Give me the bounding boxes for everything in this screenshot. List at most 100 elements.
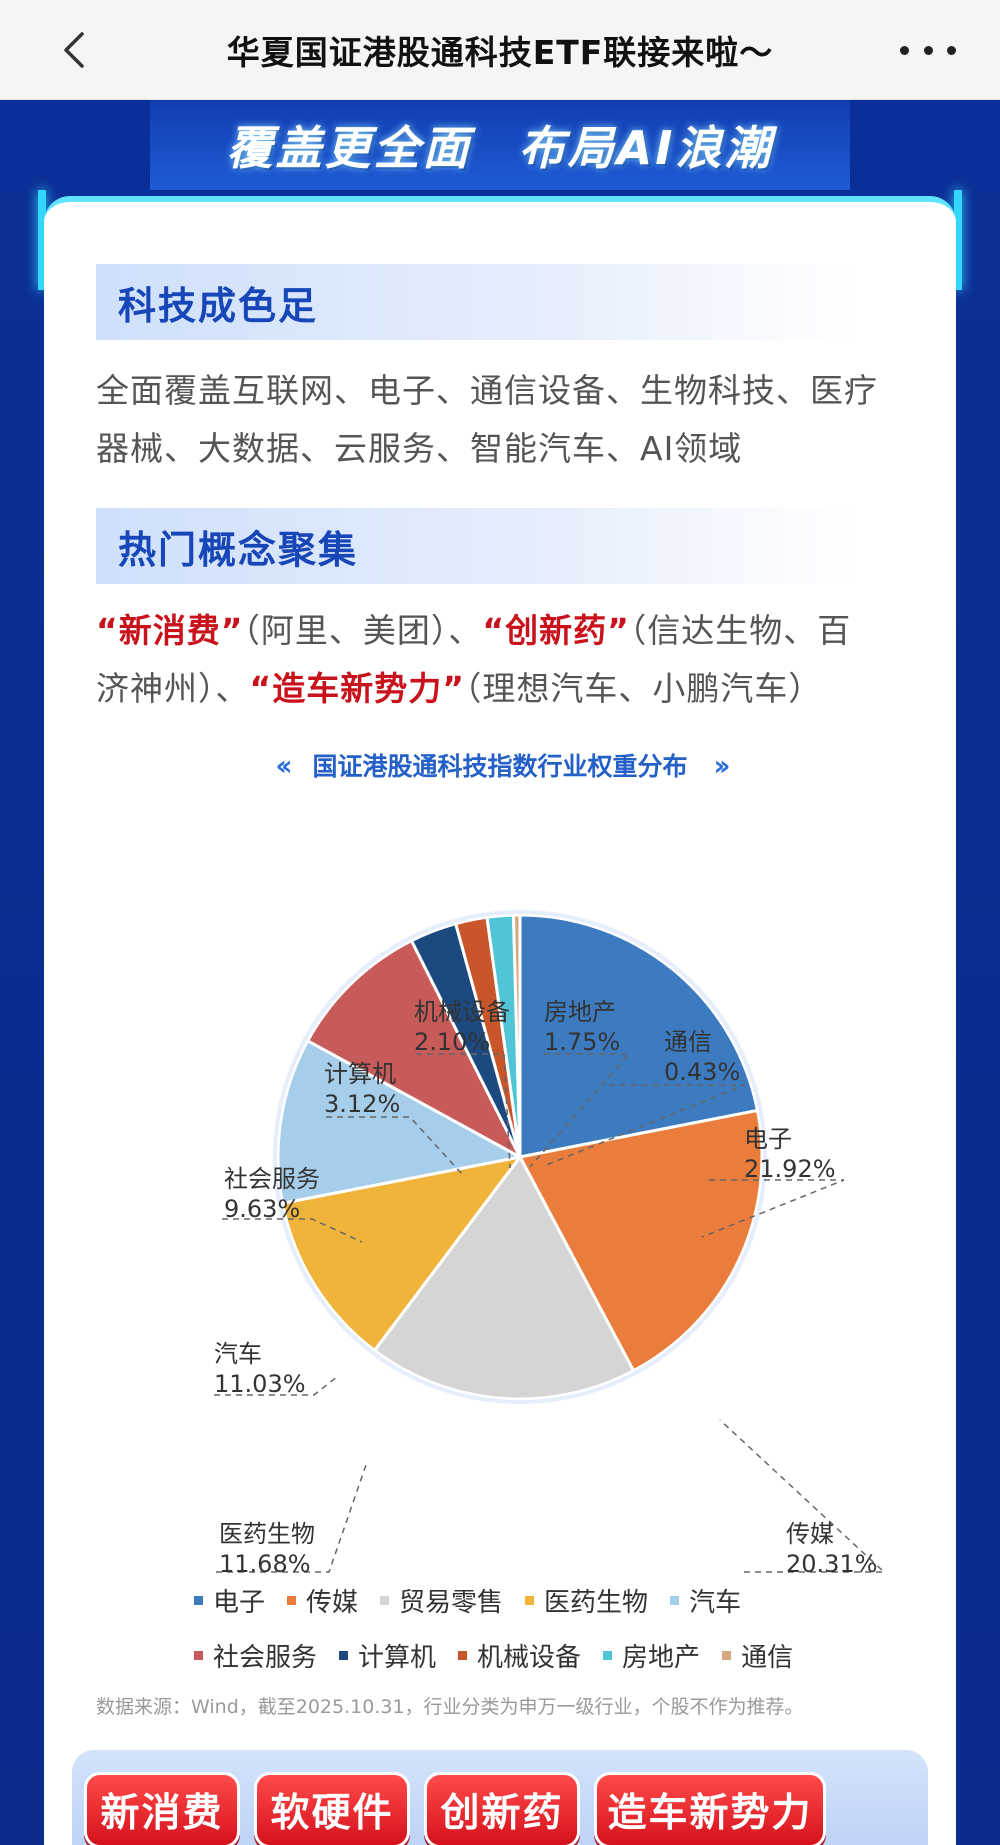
- top-bar: 华夏国证港股通科技ETF联接来啦～: [0, 0, 1000, 100]
- pie-outline: [273, 910, 767, 1404]
- leader-line-8: [416, 1053, 511, 1169]
- more-dot-icon: [923, 45, 933, 55]
- legend-item: 电子: [194, 1582, 265, 1619]
- pie-chart: 电子21.92%传媒20.31%贸易零售18.03%医药生物11.68%汽车11…: [214, 910, 886, 1578]
- legend-swatch: [525, 1596, 535, 1605]
- slice-name-label: 机械设备: [414, 998, 510, 1026]
- pie-slice-2: [517, 1108, 764, 1373]
- legend-swatch: [287, 1596, 297, 1605]
- pie-slice-6: [305, 938, 524, 1161]
- legend-swatch: [670, 1596, 680, 1605]
- more-dot-icon: [947, 45, 956, 55]
- slice-name-label: 汽车: [214, 1340, 262, 1368]
- tag-button[interactable]: 创新药: [424, 1772, 580, 1845]
- legend-label: 汽车: [689, 1588, 742, 1618]
- legend-label: 房地产: [622, 1643, 701, 1673]
- chart-title: 国证港股通科技指数行业权重分布: [312, 752, 688, 781]
- tech-coverage-text: 全面覆盖互联网、电子、通信设备、生物科技、医疗 器械、大数据、云服务、智能汽车、…: [96, 362, 916, 478]
- legend-label: 社会服务: [213, 1643, 318, 1673]
- slice-name-label: 医药生物: [219, 1520, 315, 1548]
- more-dot-icon: [900, 45, 909, 55]
- highlight-innovative-drugs: “创新药”: [482, 611, 630, 650]
- legend-item: 社会服务: [194, 1637, 317, 1674]
- legend-item: 医药生物: [525, 1582, 648, 1619]
- data-source-note: 数据来源：Wind，截至2025.10.31，行业分类为申万一级行业，个股不作为…: [96, 1696, 804, 1718]
- text-line: “新消费”（阿里、美团）、“创新药”（信达生物、百: [96, 602, 916, 660]
- section-header-concepts: 热门概念聚集: [96, 508, 856, 584]
- legend-label: 传媒: [306, 1588, 359, 1618]
- legend-item: 汽车: [670, 1582, 741, 1619]
- legend-swatch: [194, 1651, 203, 1660]
- slice-name-label: 计算机: [324, 1060, 396, 1088]
- leader-line-2: [719, 1419, 886, 1573]
- slice-value-label: 3.12%: [324, 1090, 400, 1118]
- slice-name-label: 社会服务: [224, 1165, 320, 1193]
- legend-label: 机械设备: [477, 1643, 582, 1673]
- more-options-button[interactable]: [900, 36, 956, 64]
- left-glow-decoration: [38, 190, 46, 290]
- tag-button[interactable]: 软硬件: [254, 1772, 410, 1845]
- text-span: （信达生物、百: [629, 611, 852, 650]
- text-span: （理想汽车、小鹏汽车）: [464, 669, 823, 708]
- slice-name-label: 房地产: [544, 998, 616, 1026]
- right-glow-decoration: [954, 190, 962, 290]
- legend-item: 传媒: [287, 1582, 358, 1619]
- legend-swatch: [380, 1596, 390, 1605]
- legend-swatch: [603, 1651, 613, 1660]
- legend-label: 通信: [741, 1643, 794, 1673]
- content-card: 科技成色足 全面覆盖互联网、电子、通信设备、生物科技、医疗 器械、大数据、云服务…: [44, 196, 956, 1845]
- legend-label: 贸易零售: [399, 1588, 504, 1618]
- leader-line-4: [216, 1464, 367, 1573]
- chevron-left-icon: [64, 32, 84, 68]
- concepts-text: “新消费”（阿里、美团）、“创新药”（信达生物、百 济神州）、“造车新势力”（理…: [96, 602, 916, 718]
- highlight-new-consumption: “新消费”: [96, 611, 244, 650]
- slice-value-label: 1.75%: [544, 1028, 620, 1056]
- tag-button[interactable]: 造车新势力: [594, 1772, 826, 1845]
- legend-label: 电子: [213, 1588, 266, 1618]
- legend-swatch: [722, 1651, 732, 1660]
- legend-row: 电子 传媒 贸易零售 医药生物 汽车: [194, 1582, 894, 1619]
- slice-name-label: 传媒: [786, 1520, 834, 1548]
- back-button[interactable]: [52, 28, 96, 72]
- leader-line-10: [543, 1084, 745, 1167]
- highlight-new-ev-makers: “造车新势力”: [249, 669, 465, 708]
- slice-name-label: 通信: [664, 1028, 712, 1056]
- legend-label: 计算机: [358, 1643, 437, 1673]
- slice-value-label: 20.31%: [786, 1550, 878, 1578]
- legend-label: 医药生物: [544, 1588, 649, 1618]
- pie-slice-4: [280, 1154, 524, 1353]
- chart-legend: 电子 传媒 贸易零售 医药生物 汽车社会服务 计算机 机械设备 房地产 通信: [194, 1582, 894, 1692]
- slice-value-label: 11.68%: [219, 1550, 311, 1578]
- leader-line-5: [214, 1375, 339, 1396]
- pie-slice-10: [511, 913, 522, 1158]
- double-chevron-left-icon: ‹‹: [275, 748, 292, 782]
- section-header-tech: 科技成色足: [96, 264, 856, 340]
- text-line: 器械、大数据、云服务、智能汽车、AI领域: [96, 429, 743, 468]
- pie-slice-3: [372, 1154, 636, 1401]
- section-title: 科技成色足: [118, 283, 319, 328]
- tag-button[interactable]: 新消费: [84, 1772, 240, 1845]
- chart-title-row: ‹‹ 国证港股通科技指数行业权重分布 ››: [44, 740, 956, 790]
- section-title: 热门概念聚集: [118, 527, 359, 572]
- double-chevron-right-icon: ››: [713, 748, 731, 782]
- text-line: 济神州）、“造车新势力”（理想汽车、小鹏汽车）: [96, 660, 916, 718]
- slice-value-label: 9.63%: [224, 1195, 300, 1223]
- pie-slice-5: [276, 1038, 525, 1206]
- legend-item: 贸易零售: [380, 1582, 503, 1619]
- slice-value-label: 11.03%: [214, 1370, 306, 1398]
- text-line: 全面覆盖互联网、电子、通信设备、生物科技、医疗: [96, 371, 878, 410]
- legend-item: 机械设备: [458, 1637, 581, 1674]
- slice-value-label: 2.10%: [414, 1028, 490, 1056]
- legend-item: 计算机: [339, 1637, 436, 1674]
- poster-banner: 覆盖更全面 布局AI浪潮: [150, 100, 850, 190]
- text-span: 济神州）、: [96, 669, 250, 708]
- page-title: 华夏国证港股通科技ETF联接来啦～: [226, 32, 774, 72]
- concept-tags-strip: 新消费 软硬件 创新药 造车新势力: [72, 1750, 928, 1845]
- legend-item: 通信: [722, 1637, 793, 1674]
- leader-line-6: [222, 1218, 363, 1243]
- leader-line-1: [701, 1179, 845, 1238]
- text-span: （阿里、美团）、: [243, 611, 483, 650]
- legend-row: 社会服务 计算机 机械设备 房地产 通信: [194, 1637, 894, 1674]
- legend-item: 房地产: [603, 1637, 700, 1674]
- slice-value-label: 21.92%: [744, 1155, 836, 1183]
